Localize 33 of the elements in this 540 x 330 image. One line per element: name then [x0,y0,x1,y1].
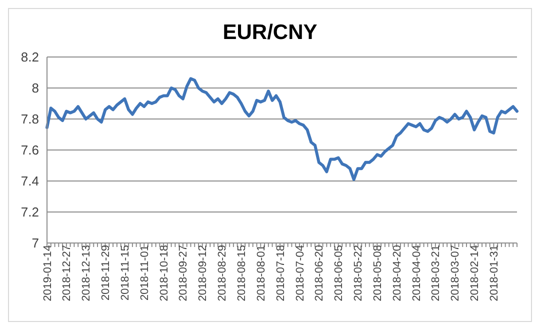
x-tick-label: 2018-11-01 [138,245,151,300]
x-tick-label: 2018-04-04 [410,245,423,302]
x-tick-label: 2018-11-29 [100,245,112,300]
x-tick-label: 2018-05-22 [352,245,365,302]
x-tick-label: 2018-02-14 [469,245,482,302]
y-tick-label: 7.4 [20,174,39,189]
x-tick-label: 2018-11-15 [119,245,132,300]
x-tick-label: 2018-03-07 [450,245,462,302]
x-tick-label: 2018-06-05 [333,245,346,302]
x-tick-label: 2018-01-31 [488,245,501,302]
x-tick-label: 2018-08-29 [216,245,229,302]
x-tick-label: 2018-09-12 [197,245,210,302]
x-tick-label: 2018-08-01 [255,245,268,302]
x-tick-label: 2018-08-15 [236,245,248,302]
x-tick-label: 2018-07-04 [294,245,306,302]
x-tick-label: 2018-05-08 [372,245,384,302]
y-tick-label: 7.8 [20,112,39,127]
x-tick-label: 2018-04-20 [391,245,404,302]
x-tick-label: 2018-12-13 [80,245,93,302]
chart-title: EUR/CNY [222,21,318,46]
y-tick-label: 7.2 [20,204,39,220]
line-series [46,77,518,181]
y-tick-label: 7 [32,236,39,251]
x-tick-label: 2018-06-20 [314,245,326,302]
x-tick-label: 2019-01-14 [42,245,54,302]
x-tick-label: 2018-12-27 [61,245,74,302]
x-tick-label: 2018-03-21 [430,245,442,302]
y-tick-label: 7.6 [20,142,39,158]
x-tick-label: 2018-10-18 [158,245,170,302]
x-tick-label: 2018-09-27 [178,245,190,302]
y-tick-label: 8 [32,80,39,96]
x-tick-label: 2018-07-18 [274,245,287,302]
y-tick-label: 8.2 [20,50,39,65]
